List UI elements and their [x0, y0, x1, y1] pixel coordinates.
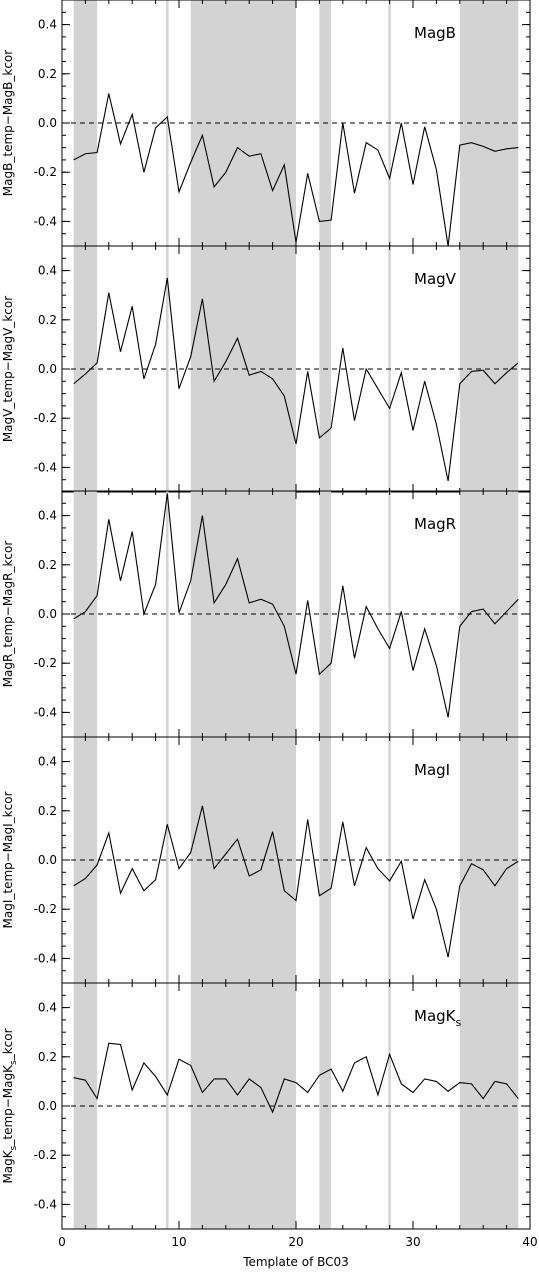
y-tick-label-4-4: 0.2: [38, 804, 57, 818]
y-axis-label-part: _kcor: [1, 1028, 15, 1061]
y-tick-label-3-4: 0.2: [38, 558, 57, 572]
y-tick-label-2-4: 0.2: [38, 313, 57, 327]
y-tick-label-5-4: 0.2: [38, 1050, 57, 1064]
shaded-band-4-1: [73, 737, 98, 983]
y-tick-label-2-3: 0.0: [38, 362, 57, 376]
y-tick-label-1-1: -0.4: [34, 214, 57, 228]
x-tick-label-3: 20: [288, 1235, 303, 1249]
y-tick-label-4-2: -0.2: [34, 902, 57, 916]
y-tick-label-4-3: 0.0: [38, 853, 57, 867]
y-tick-label-3-3: 0.0: [38, 607, 57, 621]
y-tick-label-2-2: -0.2: [34, 411, 57, 425]
y-tick-label-5-1: -0.4: [34, 1197, 57, 1211]
panel-label-subscript: s: [456, 1016, 462, 1029]
shaded-band-5-1: [73, 983, 98, 1229]
panel-label-4: MagI: [414, 761, 450, 779]
y-axis-label-part: _temp−MagK: [1, 1064, 15, 1147]
x-axis-label: Template of BC03: [242, 1255, 349, 1269]
panel-label-2: MagV: [414, 270, 457, 288]
y-tick-label-1-3: 0.0: [38, 116, 57, 130]
y-axis-label-part: s: [9, 1145, 19, 1150]
shaded-band-2-1: [73, 246, 98, 492]
series-line-4: [73, 805, 519, 958]
y-tick-label-4-5: 0.4: [38, 755, 57, 769]
panel-label-1: MagB: [414, 24, 456, 42]
y-tick-label-2-1: -0.4: [34, 460, 57, 474]
x-tick-label-5: 40: [522, 1235, 537, 1249]
y-tick-label-2-5: 0.4: [38, 264, 57, 278]
y-axis-label-2: MagV_temp−MagV_kcor: [1, 296, 15, 442]
series-line-2: [73, 277, 519, 482]
series-line-5: [73, 1042, 519, 1114]
y-tick-label-3-5: 0.4: [38, 509, 57, 523]
y-axis-label-3: MagR_temp−MagR_kcor: [1, 541, 15, 688]
y-axis-label-5: MagKs_temp−MagKs_kcor: [1, 1028, 19, 1183]
y-tick-label-5-3: 0.0: [38, 1099, 57, 1113]
y-tick-label-1-2: -0.2: [34, 165, 57, 179]
y-tick-label-1-4: 0.2: [38, 67, 57, 81]
x-tick-label-1: 0: [58, 1235, 66, 1249]
shaded-band-1-1: [73, 0, 98, 246]
y-axis-label-1: MagB_temp−MagB_kcor: [1, 50, 15, 196]
series-line-3: [73, 493, 519, 718]
panel-label-3: MagR: [414, 515, 456, 533]
y-axis-label-part: MagK: [1, 1149, 15, 1183]
y-tick-label-1-5: 0.4: [38, 18, 57, 32]
shaded-band-3-1: [73, 491, 98, 737]
panel-label-main: MagK: [414, 1007, 457, 1025]
y-tick-label-4-1: -0.4: [34, 951, 57, 965]
y-tick-label-5-5: 0.4: [38, 1001, 57, 1015]
y-axis-label-4: MagI_temp−MagI_kcor: [1, 791, 15, 928]
y-tick-label-3-1: -0.4: [34, 705, 57, 719]
y-tick-label-3-2: -0.2: [34, 656, 57, 670]
panel-label-5: MagKs: [414, 1007, 462, 1029]
x-tick-label-4: 30: [405, 1235, 420, 1249]
y-axis-label-part: s: [9, 1060, 19, 1065]
y-tick-label-5-2: -0.2: [34, 1148, 57, 1162]
x-tick-label-2: 10: [171, 1235, 186, 1249]
